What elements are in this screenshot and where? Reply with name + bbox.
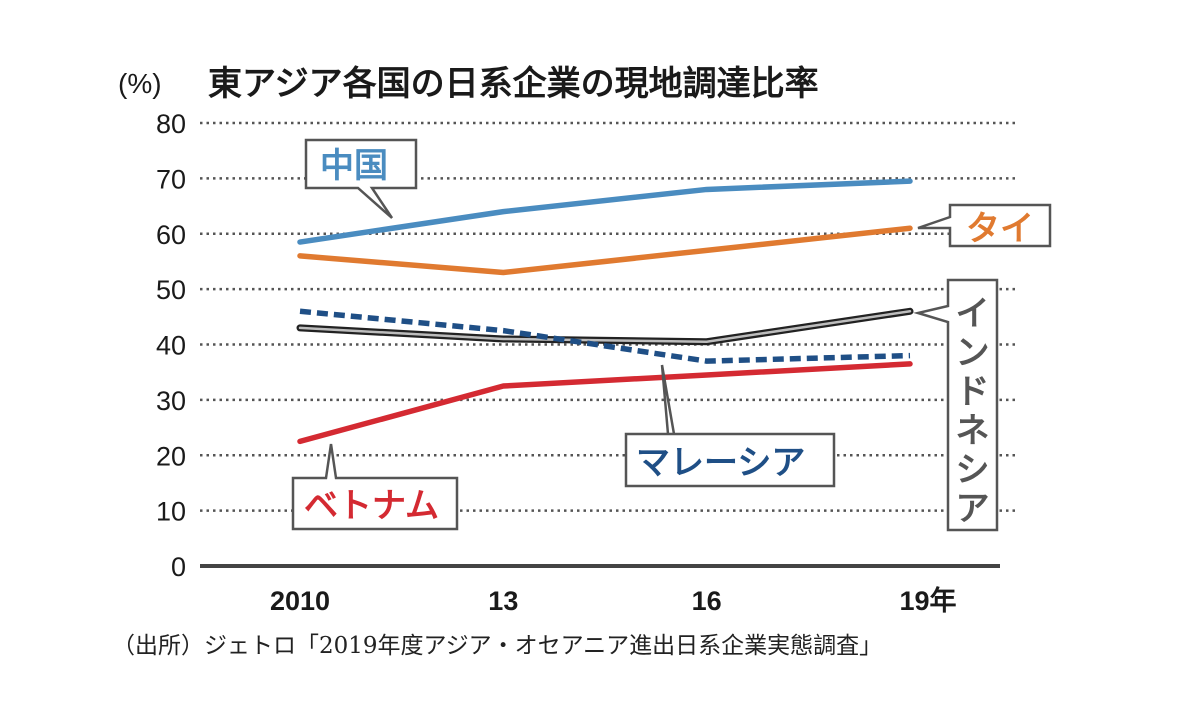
- callout-malaysia-box: [624, 364, 836, 488]
- series-line: [299, 308, 911, 364]
- series-lines: [296, 178, 914, 445]
- series-malaysia: [299, 308, 911, 364]
- series-vietnam: [297, 361, 913, 445]
- callout-thailand-box: [917, 203, 1052, 248]
- x-tick-label: 2010: [270, 586, 330, 616]
- y-axis-ticks: 0 10 20 30 40 50 60 70 80: [156, 109, 186, 582]
- callout-vietnam-label: ベトナム: [304, 486, 439, 526]
- y-tick-label: 20: [156, 441, 186, 471]
- x-tick-label: 19年: [899, 585, 956, 616]
- y-tick-label: 80: [156, 109, 186, 139]
- y-tick-label: 10: [156, 497, 186, 527]
- y-tick-label: 40: [156, 331, 186, 361]
- series-china: [297, 178, 913, 245]
- series-indonesia: [296, 307, 914, 346]
- chart-title: 東アジア各国の日系企業の現地調達比率: [208, 64, 819, 104]
- callout-malaysia-label: マレーシア: [636, 443, 805, 483]
- callout-indonesia-char: ド: [956, 372, 990, 412]
- source-note: （出所）ジェトロ「2019年度アジア・オセアニア進出日系企業実態調査」: [112, 633, 882, 659]
- series-line: [297, 178, 913, 245]
- callout-indonesia-char: ア: [956, 489, 990, 529]
- series-thailand: [297, 225, 913, 276]
- callout-thailand: タイ: [917, 203, 1052, 249]
- y-axis-unit: (%): [118, 68, 162, 99]
- x-tick-label: 16: [692, 586, 722, 616]
- callout-malaysia: マレーシア: [624, 364, 836, 488]
- y-tick-label: 50: [156, 275, 186, 305]
- x-axis-ticks: 2010 13 16 19年: [270, 585, 957, 616]
- callout-vietnam: ベトナム: [291, 443, 459, 531]
- y-tick-label: 70: [156, 164, 186, 194]
- callout-vietnam-box: [291, 443, 459, 531]
- callout-indonesia-box: [913, 278, 999, 532]
- callout-china-box: [304, 138, 418, 219]
- callout-indonesia-char: イ: [956, 294, 990, 334]
- y-tick-label: 0: [171, 552, 186, 582]
- y-tick-label: 60: [156, 220, 186, 250]
- callout-china-label: 中国: [320, 146, 388, 186]
- series-line: [297, 225, 913, 276]
- series-line-outline: [296, 307, 914, 346]
- callout-indonesia-char: ネ: [956, 411, 990, 451]
- y-tick-label: 30: [156, 386, 186, 416]
- series-line: [297, 361, 913, 445]
- callout-china: 中国: [304, 138, 418, 219]
- series-line: [298, 310, 912, 343]
- callout-indonesia-char: ン: [956, 333, 990, 373]
- x-tick-label: 13: [488, 586, 518, 616]
- callout-indonesia-char: シ: [956, 450, 990, 490]
- callout-thailand-label: タイ: [966, 209, 1034, 249]
